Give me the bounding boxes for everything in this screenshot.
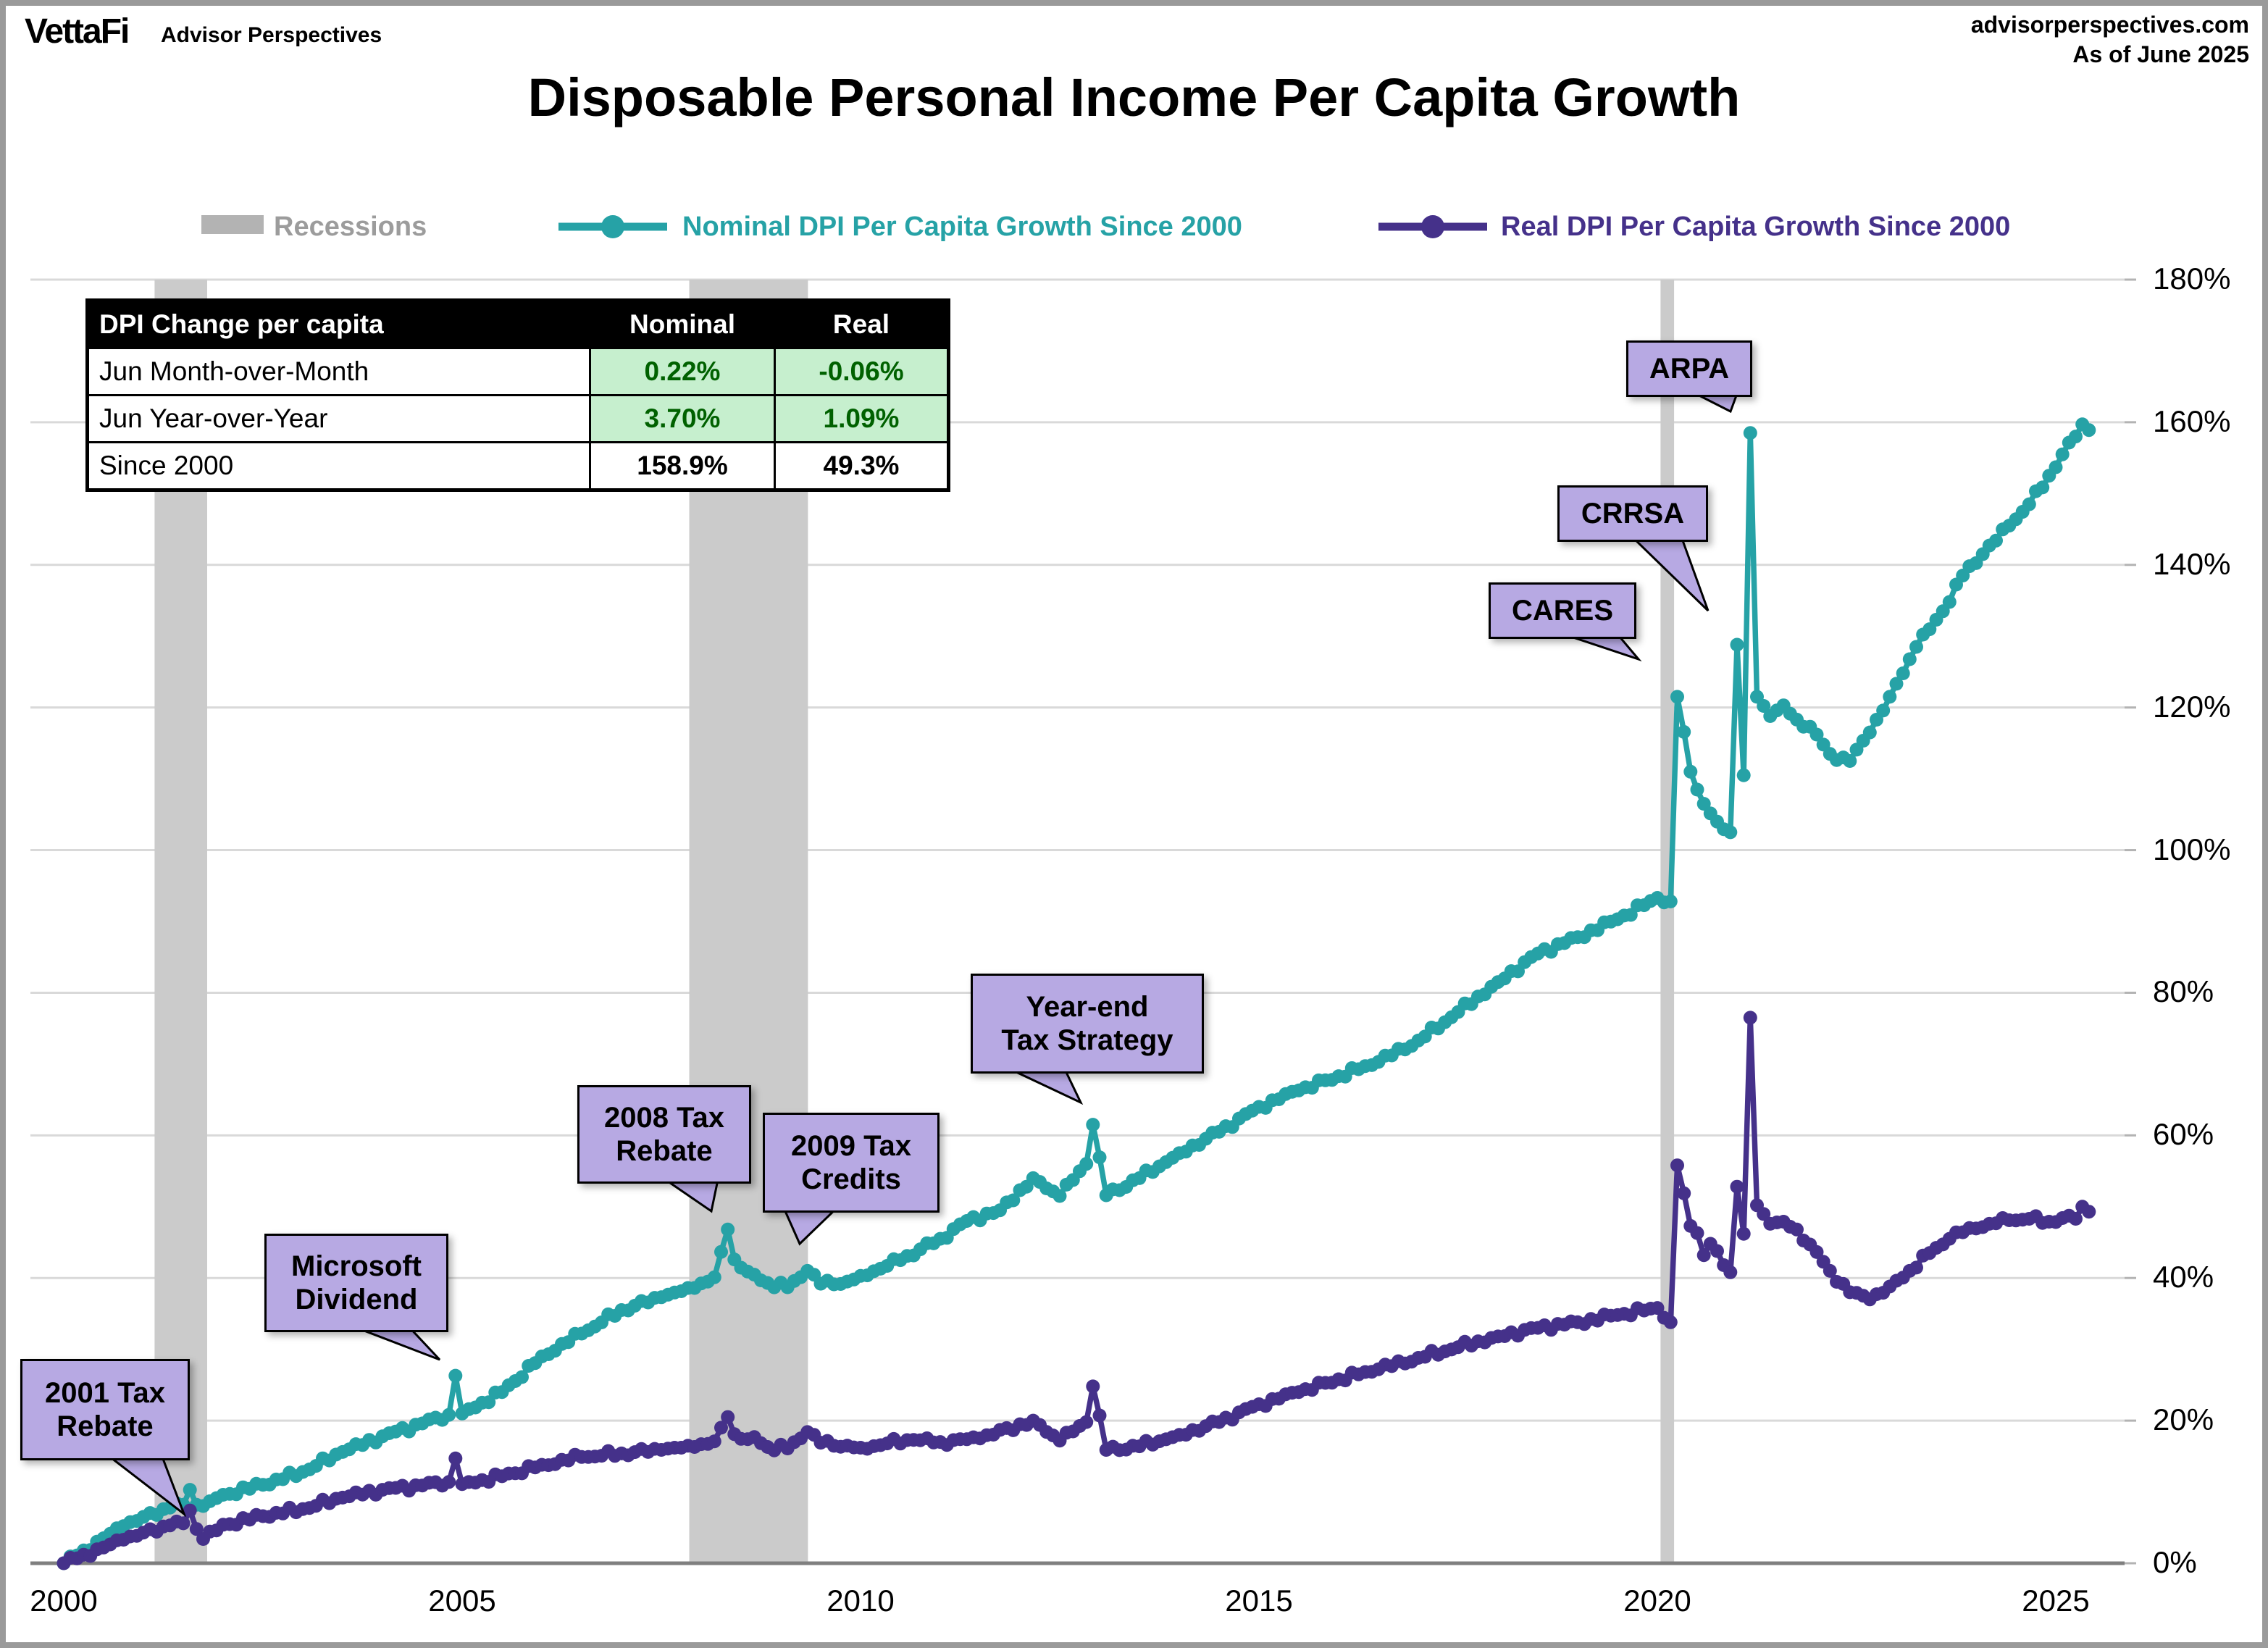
callout-arpa: ARPA (1626, 340, 1752, 397)
dpi-change-table: DPI Change per capita Nominal Real Jun M… (85, 298, 950, 492)
callout-2001-tax-rebate: 2001 Tax Rebate (20, 1359, 190, 1460)
nominal-legend-label: Nominal DPI Per Capita Growth Since 2000 (682, 212, 1242, 242)
since2000-real-value: 49.3% (774, 441, 950, 491)
recession-band (689, 280, 808, 1563)
yoy-nominal-value: 3.70% (589, 394, 776, 443)
table-row: Jun Year-over-Year 3.70% 1.09% (86, 394, 950, 443)
row-label-mom: Jun Month-over-Month (86, 347, 591, 396)
callout-crrsa: CRRSA (1557, 485, 1708, 542)
page-title: Disposable Personal Income Per Capita Gr… (527, 67, 1741, 127)
table-row: Jun Month-over-Month 0.22% -0.06% (86, 347, 950, 396)
x-axis-label: 2000 (30, 1584, 98, 1618)
y-axis-label: 100% (2153, 832, 2231, 866)
real-series (57, 1011, 2096, 1570)
table-header-nominal: Nominal (589, 299, 776, 349)
table-header-real: Real (774, 299, 950, 349)
callout-year-end-tax-strategy: Year-end Tax Strategy (971, 974, 1204, 1074)
table-header-row: DPI Change per capita Nominal Real (86, 299, 950, 349)
callout-cares: CARES (1489, 582, 1636, 639)
x-axis-label: 2010 (827, 1584, 895, 1618)
source-site: advisorperspectives.com (1970, 12, 2249, 38)
x-axis-label: 2005 (428, 1584, 496, 1618)
as-of-date: As of June 2025 (2072, 41, 2249, 67)
table-row: Since 2000 158.9% 49.3% (86, 441, 950, 491)
y-axis-label: 20% (2153, 1402, 2214, 1437)
x-axis-label: 2025 (2022, 1584, 2090, 1618)
callout-2009-tax-credits: 2009 Tax Credits (763, 1113, 940, 1213)
y-axis-label: 80% (2153, 974, 2214, 1009)
mom-nominal-value: 0.22% (589, 347, 776, 396)
callout-tails (101, 388, 1741, 1518)
y-axis-label: 160% (2153, 403, 2231, 438)
real-legend-label: Real DPI Per Capita Growth Since 2000 (1501, 212, 2011, 242)
x-axis-label: 2020 (1623, 1584, 1691, 1618)
advisor-perspectives-label: Advisor Perspectives (161, 23, 382, 47)
recession-band (1660, 280, 1675, 1563)
y-axis-label: 180% (2153, 262, 2231, 296)
x-axis-label: 2015 (1225, 1584, 1293, 1618)
y-axis-label: 140% (2153, 546, 2231, 581)
y-axis-label: 120% (2153, 689, 2231, 724)
table-header-label: DPI Change per capita (86, 299, 591, 349)
recession-band (154, 280, 207, 1563)
y-axis-label: 60% (2153, 1117, 2214, 1152)
recessions-legend-swatch (201, 215, 264, 234)
row-label-since-2000: Since 2000 (86, 441, 591, 491)
yoy-real-value: 1.09% (774, 394, 950, 443)
recession-bands (154, 280, 1675, 1563)
row-label-yoy: Jun Year-over-Year (86, 394, 591, 443)
real-legend-marker-icon (1378, 215, 1487, 238)
nominal-series (57, 417, 2096, 1570)
vettafi-logo: VettaFi (25, 12, 130, 51)
y-axis-label: 40% (2153, 1260, 2214, 1294)
callout-2008-tax-rebate: 2008 Tax Rebate (577, 1085, 751, 1184)
source-block: advisorperspectives.com As of June 2025 (1971, 10, 2249, 70)
nominal-legend-marker-icon (558, 215, 667, 238)
callout-microsoft-dividend: Microsoft Dividend (264, 1234, 448, 1332)
since2000-nominal-value: 158.9% (589, 441, 776, 491)
y-axis-label: 0% (2153, 1545, 2197, 1579)
recessions-legend-label: Recessions (274, 212, 427, 242)
mom-real-value: -0.06% (774, 347, 950, 396)
